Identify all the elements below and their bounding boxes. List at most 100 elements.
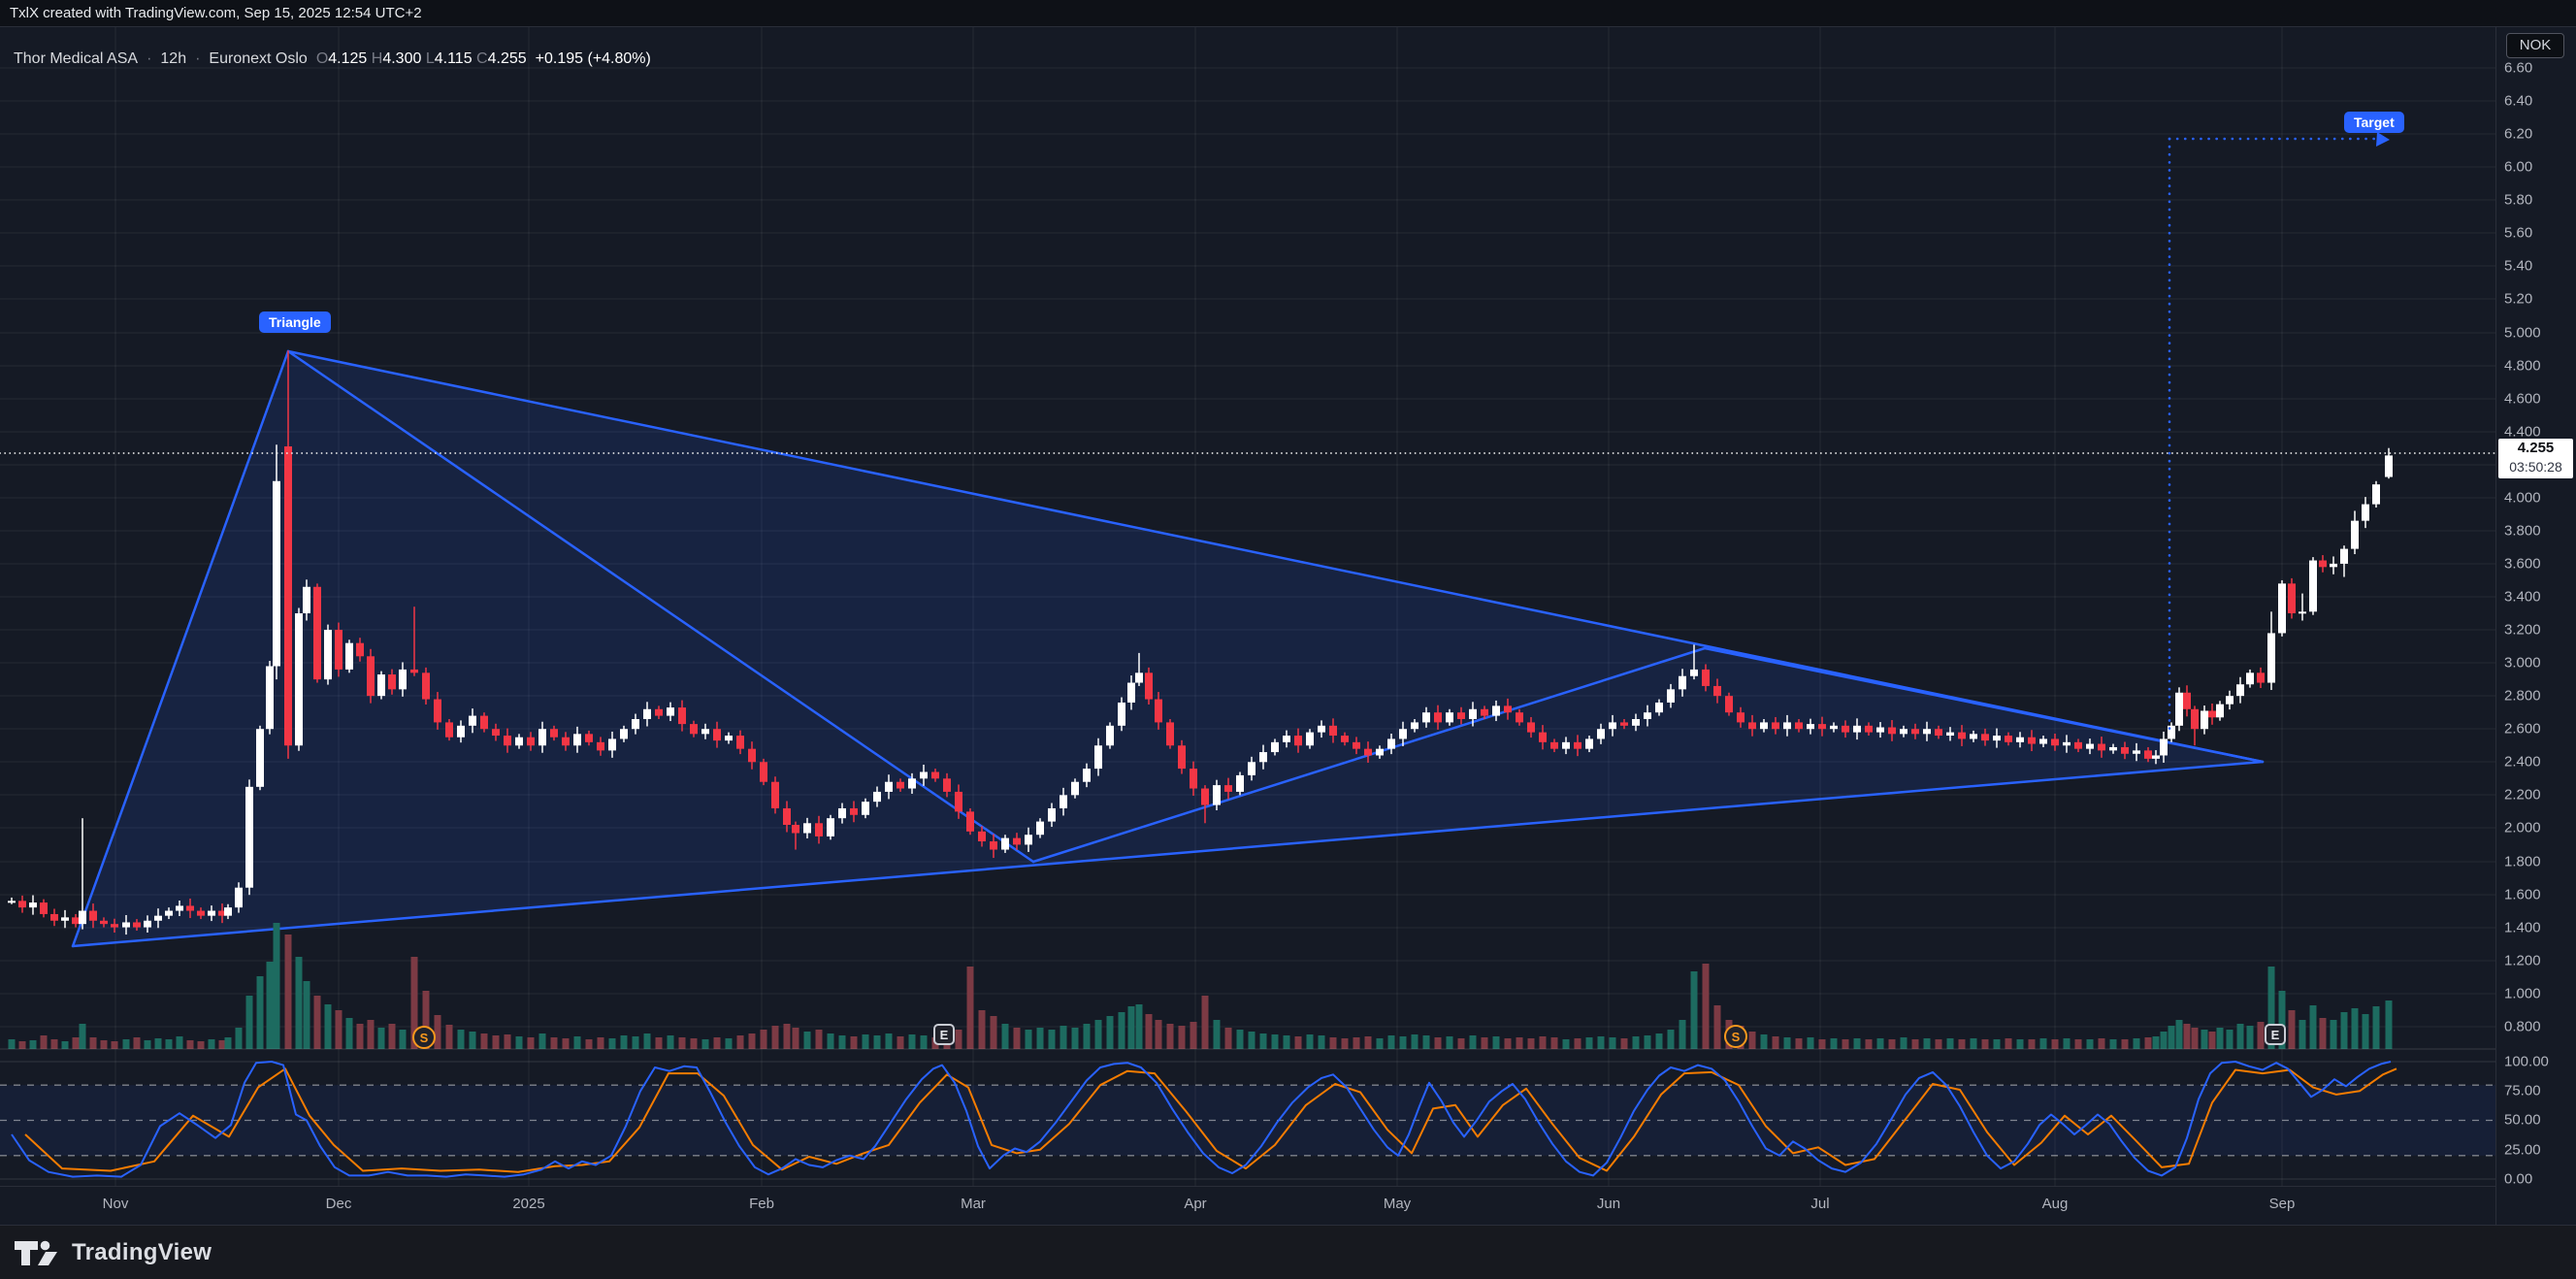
volume-bar xyxy=(990,1016,997,1049)
candlestick xyxy=(2216,704,2224,718)
candlestick xyxy=(771,781,779,808)
price-axis[interactable]: NOK 4.255 03:50:28 6.60 6.40 6.20 6.00 5.80 5… xyxy=(2495,27,2576,1225)
candlestick xyxy=(2208,710,2216,718)
split-event-icon[interactable]: S xyxy=(412,1026,436,1049)
volume-bar xyxy=(1399,1036,1407,1049)
earnings-event-icon[interactable]: E xyxy=(2265,1024,2286,1045)
oscillator-axis-label: 50.00 xyxy=(2504,1111,2541,1129)
volume-bar xyxy=(61,1041,69,1049)
volume-bar xyxy=(667,1035,674,1049)
volume-bar xyxy=(1166,1024,1174,1049)
ohlc-o-value: O4.125 xyxy=(315,50,368,67)
triangle-pattern-line[interactable] xyxy=(1703,646,2265,764)
currency-button[interactable]: NOK xyxy=(2506,33,2564,58)
candlestick xyxy=(573,734,581,746)
candlestick xyxy=(79,910,86,925)
candlestick xyxy=(1135,672,1143,683)
candlestick xyxy=(2362,504,2369,521)
candlestick xyxy=(1457,712,1465,720)
price-axis-label: 2.400 xyxy=(2504,753,2541,771)
candlestick xyxy=(1876,727,1884,733)
candlestick xyxy=(133,922,141,928)
candlestick xyxy=(1644,712,1651,720)
candlestick xyxy=(1772,722,1779,730)
oscillator-axis-label: 75.00 xyxy=(2504,1082,2541,1099)
volume-bar xyxy=(122,1039,130,1049)
volume-bar xyxy=(803,1032,811,1049)
time-axis[interactable]: Nov Dec 2025 Feb Mar Apr May Jun Jul Aug Sep xyxy=(0,1186,2495,1225)
volume-bar xyxy=(1341,1038,1349,1049)
volume-bar xyxy=(815,1030,823,1049)
candlestick xyxy=(1127,682,1135,703)
candlestick xyxy=(1434,712,1442,723)
candlestick xyxy=(50,913,58,921)
volume-bar xyxy=(1679,1020,1686,1049)
candlestick xyxy=(2201,710,2208,730)
volume-bar xyxy=(1970,1038,1977,1049)
candlestick xyxy=(410,669,418,673)
volume-bar xyxy=(356,1024,364,1049)
volume-bar xyxy=(2028,1039,2036,1049)
volume-bar xyxy=(1585,1037,1593,1049)
candlestick xyxy=(1620,722,1628,726)
volume-bar xyxy=(1411,1034,1418,1049)
earnings-event-icon[interactable]: E xyxy=(933,1024,955,1045)
time-axis-label: Nov xyxy=(102,1196,129,1212)
attribution-bar: TxlX created with TradingView.com, Sep 1… xyxy=(0,0,2576,27)
triangle-pattern-line[interactable] xyxy=(286,349,2265,764)
volume-bar xyxy=(492,1035,500,1049)
volume-bar xyxy=(2351,1008,2359,1049)
candlestick xyxy=(1318,725,1325,733)
candlestick xyxy=(303,586,310,614)
oscillator-axis-label: 25.00 xyxy=(2504,1141,2541,1159)
triangle-drawing-label[interactable]: Triangle xyxy=(259,312,331,333)
volume-bar xyxy=(760,1030,767,1049)
volume-bar xyxy=(367,1020,375,1049)
candlestick xyxy=(2152,755,2160,759)
split-event-icon[interactable]: S xyxy=(1724,1025,1747,1048)
volume-bar xyxy=(1876,1038,1884,1049)
volume-bar xyxy=(1562,1039,1570,1049)
triangle-pattern-line[interactable] xyxy=(286,349,1035,864)
volume-bar xyxy=(2051,1039,2059,1049)
volume-bar xyxy=(295,957,303,1049)
volume-bar xyxy=(1702,964,1710,1049)
volume-bar xyxy=(2201,1030,2208,1049)
candlestick xyxy=(1550,741,1558,749)
volume-bar xyxy=(1353,1037,1360,1049)
price-axis-label: 4.000 xyxy=(2504,489,2541,507)
tradingview-brand-text[interactable]: TradingView xyxy=(72,1238,212,1265)
volume-bar xyxy=(1013,1028,1021,1049)
volume-bar xyxy=(1178,1026,1186,1049)
candlestick xyxy=(2016,737,2024,742)
candlestick xyxy=(655,708,663,716)
candlestick xyxy=(1830,725,1838,730)
ohlc-l-value: L4.115 xyxy=(425,50,473,67)
candlestick xyxy=(422,672,430,700)
volume-bar xyxy=(2330,1020,2337,1049)
symbol-name: Thor Medical ASA xyxy=(14,50,139,67)
volume-bar xyxy=(1539,1036,1547,1049)
volume-bar xyxy=(208,1039,215,1049)
tradingview-logo-icon[interactable] xyxy=(14,1237,64,1268)
volume-bar xyxy=(144,1040,151,1049)
triangle-pattern-line[interactable] xyxy=(71,349,290,948)
footer-bar: TradingView xyxy=(0,1225,2576,1279)
candlestick xyxy=(2144,750,2152,759)
candlestick xyxy=(2063,741,2071,746)
candlestick xyxy=(978,831,986,842)
volume-bar xyxy=(1118,1012,1125,1049)
candlestick xyxy=(1574,741,1581,749)
candlestick xyxy=(550,729,558,738)
price-axis-label: 4.400 xyxy=(2504,423,2541,441)
candlestick xyxy=(1516,712,1523,723)
symbol-legend[interactable]: Thor Medical ASA · 12h · Euronext Oslo O… xyxy=(14,50,651,68)
volume-bar xyxy=(850,1036,858,1049)
candlestick xyxy=(1713,685,1721,697)
volume-bar xyxy=(1094,1020,1102,1049)
target-drawing-label[interactable]: Target xyxy=(2344,112,2404,133)
triangle-pattern-line[interactable] xyxy=(71,760,2265,948)
volume-bar xyxy=(1060,1026,1067,1049)
volume-bar xyxy=(585,1039,593,1049)
